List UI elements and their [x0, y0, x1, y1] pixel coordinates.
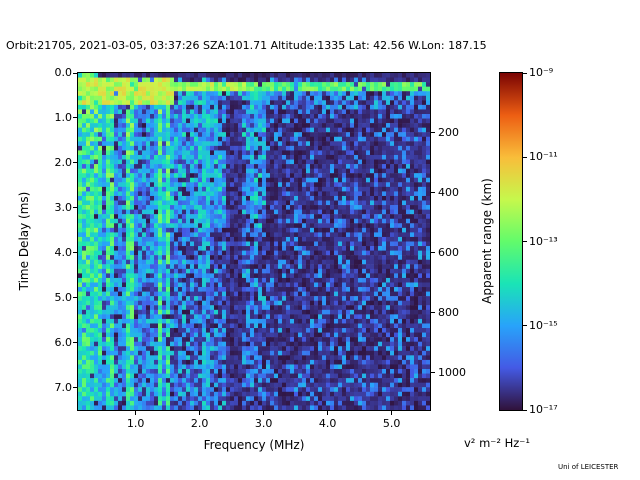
colorbar-tick-mark [523, 325, 527, 327]
colorbar-tick-label: 10⁻⁹ [529, 66, 554, 79]
colorbar-tick-mark [523, 409, 527, 411]
y2-tick-mark [431, 372, 435, 374]
y-tick-label: 3.0 [54, 200, 73, 214]
colorbar-unit-label: v² m⁻² Hz⁻¹ [464, 436, 530, 450]
x-tick-label: 2.0 [190, 417, 209, 430]
figure-title: Orbit:21705, 2021-03-05, 03:37:26 SZA:10… [6, 39, 487, 52]
y2-tick-mark [431, 312, 435, 314]
credit-text: Uni of LEICESTER [558, 463, 619, 471]
y-axis-label-left: Time Delay (ms) [17, 191, 31, 291]
x-tick-label: 4.0 [318, 417, 337, 430]
y2-tick-label: 200 [438, 125, 459, 139]
x-tick-mark [135, 411, 137, 415]
x-tick-mark [263, 411, 265, 415]
y2-tick-mark [431, 252, 435, 254]
y-tick-mark [73, 72, 77, 74]
y2-tick-label: 400 [438, 185, 459, 199]
y-tick-label: 7.0 [54, 380, 73, 394]
colorbar-tick-label: 10⁻¹¹ [529, 150, 558, 164]
colorbar-tick-mark [523, 241, 527, 242]
y-tick-label: 6.0 [54, 335, 73, 349]
y2-tick-label: 800 [438, 305, 459, 319]
colorbar-tick-label: 10⁻¹³ [529, 234, 558, 248]
y2-tick-label: 600 [438, 245, 459, 259]
y-tick-mark [73, 252, 77, 254]
x-tick-mark [391, 411, 393, 415]
x-tick-mark [327, 411, 329, 415]
x-tick-label: 5.0 [382, 417, 401, 430]
x-tick-mark [199, 411, 201, 415]
y-tick-mark [73, 342, 77, 344]
y-tick-label: 0.0 [54, 66, 73, 79]
y2-tick-mark [431, 192, 435, 194]
y2-tick-mark [431, 132, 435, 134]
y2-tick-label: 1000 [438, 365, 466, 379]
y-tick-label: 1.0 [54, 110, 73, 124]
x-tick-label: 1.0 [126, 417, 145, 430]
y-tick-mark [73, 117, 77, 119]
y-tick-mark [73, 207, 77, 209]
colorbar-tick-mark [523, 72, 527, 74]
spectrogram-heatmap [77, 72, 431, 411]
y-tick-mark [73, 297, 77, 299]
y-axis-label-right: Apparent range (km) [480, 178, 494, 304]
colorbar-tick-label: 10⁻¹⁷ [529, 403, 558, 416]
y-tick-label: 5.0 [54, 290, 73, 304]
x-tick-label: 3.0 [254, 417, 273, 430]
colorbar-tick-mark [523, 156, 527, 158]
y-tick-label: 4.0 [54, 245, 73, 259]
y-tick-mark [73, 162, 77, 164]
colorbar [499, 72, 523, 411]
y-tick-mark [73, 387, 77, 389]
colorbar-tick-label: 10⁻¹⁵ [529, 318, 558, 332]
y-tick-label: 2.0 [54, 155, 73, 169]
x-axis-label: Frequency (MHz) [203, 438, 305, 452]
